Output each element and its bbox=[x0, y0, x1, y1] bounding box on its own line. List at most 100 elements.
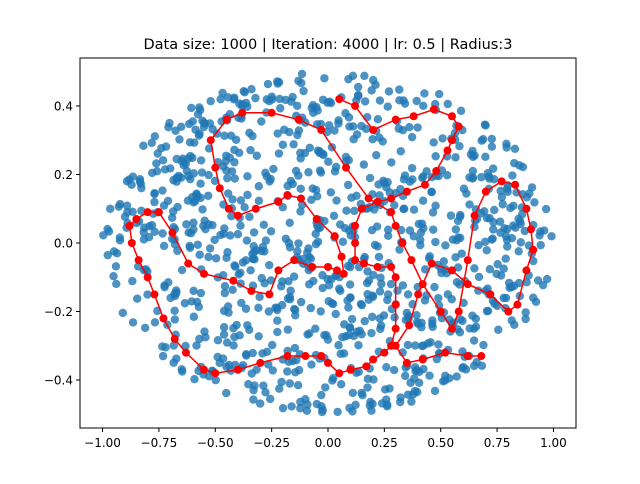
scatter-point bbox=[221, 157, 230, 166]
scatter-point bbox=[427, 187, 436, 197]
scatter-point bbox=[382, 183, 391, 192]
scatter-point bbox=[348, 71, 358, 81]
scatter-point bbox=[165, 118, 174, 128]
scatter-point bbox=[248, 348, 257, 358]
x-tick-label: −0.25 bbox=[253, 436, 290, 450]
path-marker bbox=[238, 108, 247, 117]
path-marker bbox=[448, 136, 456, 145]
path-marker bbox=[481, 187, 490, 196]
scatter-point bbox=[320, 74, 329, 83]
scatter-point bbox=[235, 148, 244, 158]
path-marker bbox=[233, 211, 242, 220]
scatter-point bbox=[302, 406, 312, 415]
scatter-point bbox=[496, 186, 505, 196]
scatter-point bbox=[230, 174, 239, 183]
path-marker bbox=[504, 307, 513, 316]
scatter-point bbox=[446, 211, 456, 220]
scatter-point bbox=[297, 69, 307, 79]
scatter-point bbox=[471, 322, 481, 331]
scatter-point bbox=[181, 341, 190, 351]
scatter-point bbox=[336, 286, 345, 296]
scatter-point bbox=[128, 318, 138, 327]
scatter-point bbox=[128, 172, 138, 181]
scatter-point bbox=[349, 135, 358, 144]
path-marker bbox=[470, 211, 479, 220]
scatter-point bbox=[474, 272, 484, 282]
scatter-point bbox=[109, 272, 118, 281]
scatter-point bbox=[376, 273, 385, 282]
scatter-point bbox=[403, 290, 413, 299]
scatter-point bbox=[185, 243, 195, 252]
scatter-point bbox=[508, 171, 517, 180]
scatter-point bbox=[344, 113, 354, 122]
scatter-point bbox=[170, 306, 179, 315]
scatter-point bbox=[294, 126, 304, 135]
scatter-point bbox=[127, 180, 136, 189]
scatter-point bbox=[188, 117, 197, 126]
scatter-point bbox=[229, 341, 238, 350]
y-tick-label: 0.2 bbox=[54, 168, 73, 182]
path-marker bbox=[342, 163, 351, 172]
path-marker bbox=[294, 115, 303, 124]
scatter-point bbox=[220, 282, 230, 291]
scatter-point bbox=[290, 343, 300, 353]
scatter-point bbox=[198, 205, 207, 214]
scatter-point bbox=[220, 131, 229, 140]
scatter-point bbox=[431, 201, 440, 210]
scatter-point bbox=[360, 71, 369, 81]
scatter-point bbox=[469, 361, 479, 371]
scatter-point bbox=[172, 286, 181, 295]
scatter-point bbox=[269, 164, 278, 174]
path-marker bbox=[283, 191, 292, 200]
path-marker bbox=[418, 355, 427, 364]
scatter-point bbox=[420, 89, 429, 98]
scatter-point bbox=[213, 336, 223, 345]
scatter-point bbox=[278, 403, 288, 413]
path-marker bbox=[330, 232, 339, 241]
scatter-point bbox=[287, 402, 296, 411]
scatter-point bbox=[150, 132, 160, 141]
path-marker bbox=[497, 177, 506, 186]
scatter-point bbox=[323, 335, 333, 344]
x-tick-label: 0.25 bbox=[371, 436, 398, 450]
red-path bbox=[125, 95, 538, 378]
path-marker bbox=[369, 125, 378, 134]
scatter-point bbox=[443, 99, 452, 109]
scatter-points bbox=[99, 69, 556, 417]
scatter-point bbox=[305, 329, 314, 338]
path-marker bbox=[405, 321, 414, 330]
scatter-point bbox=[317, 407, 327, 417]
scatter-point bbox=[293, 381, 303, 390]
scatter-point bbox=[140, 323, 150, 333]
scatter-point bbox=[487, 142, 497, 151]
scatter-point bbox=[111, 262, 121, 271]
scatter-point bbox=[224, 360, 234, 370]
path-marker bbox=[170, 334, 179, 343]
plot-area-background bbox=[80, 58, 576, 428]
scatter-point bbox=[345, 323, 355, 333]
scatter-point bbox=[455, 328, 465, 337]
scatter-point bbox=[192, 341, 201, 350]
path-marker bbox=[125, 221, 134, 230]
path-marker bbox=[360, 259, 369, 268]
scatter-point bbox=[367, 312, 377, 322]
scatter-point bbox=[502, 139, 511, 149]
path-marker bbox=[351, 239, 360, 247]
scatter-point bbox=[459, 298, 468, 308]
scatter-point bbox=[240, 88, 249, 97]
scatter-point bbox=[182, 166, 192, 176]
scatter-point bbox=[360, 316, 369, 326]
scatter-point bbox=[219, 323, 229, 332]
path-marker bbox=[373, 262, 382, 271]
scatter-point bbox=[284, 238, 294, 248]
scatter-point bbox=[200, 327, 209, 336]
scatter-point bbox=[195, 250, 204, 259]
scatter-point bbox=[161, 343, 170, 352]
scatter-point bbox=[241, 98, 251, 108]
scatter-point bbox=[254, 196, 264, 205]
scatter-point bbox=[397, 225, 406, 235]
scatter-point bbox=[367, 225, 377, 235]
scatter-point bbox=[158, 351, 168, 361]
scatter-point bbox=[104, 227, 114, 236]
scatter-point bbox=[222, 388, 231, 398]
